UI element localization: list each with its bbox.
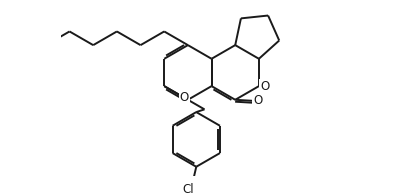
Text: O: O [180,91,189,104]
Text: O: O [253,94,262,107]
Text: Cl: Cl [182,183,194,196]
Text: O: O [260,80,269,93]
